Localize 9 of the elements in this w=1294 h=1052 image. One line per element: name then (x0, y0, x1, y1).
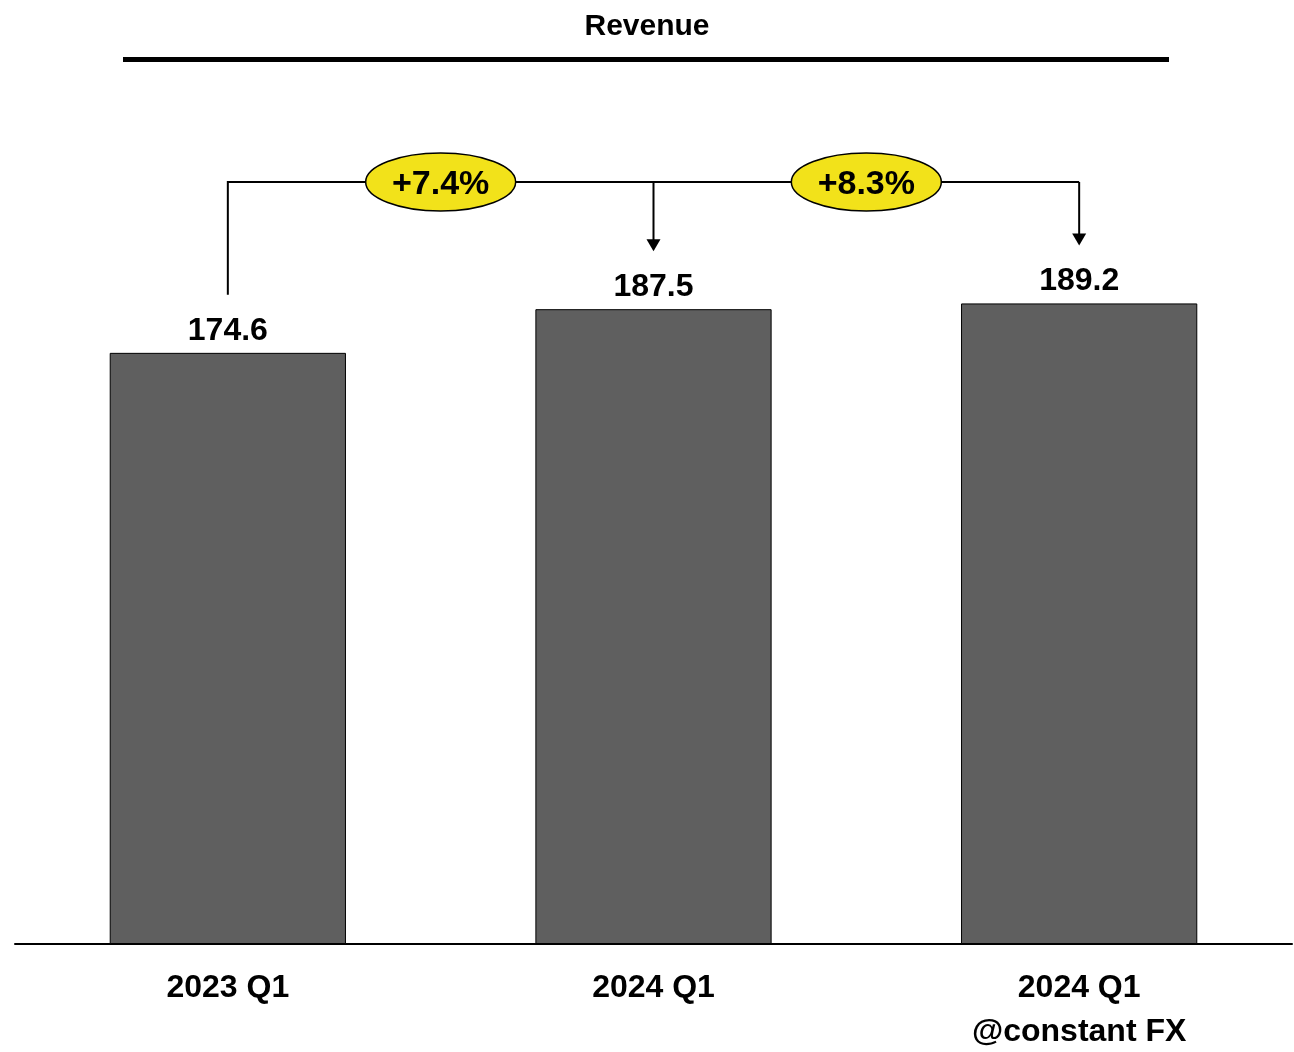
x-tick-label: 2024 Q1 (592, 968, 715, 1004)
text: +7.4% (391, 163, 490, 201)
x-tick-label: 2023 Q1 (166, 968, 290, 1004)
x-tick-label: 2024 Q1 @constant FX (972, 968, 1187, 1048)
data-label: 189.2 (1039, 261, 1120, 298)
data-label: 174.6 (187, 310, 268, 347)
chart-title: Revenue (584, 7, 710, 41)
data-label: 187.5 (613, 267, 694, 304)
text: +8.3% (817, 163, 916, 201)
